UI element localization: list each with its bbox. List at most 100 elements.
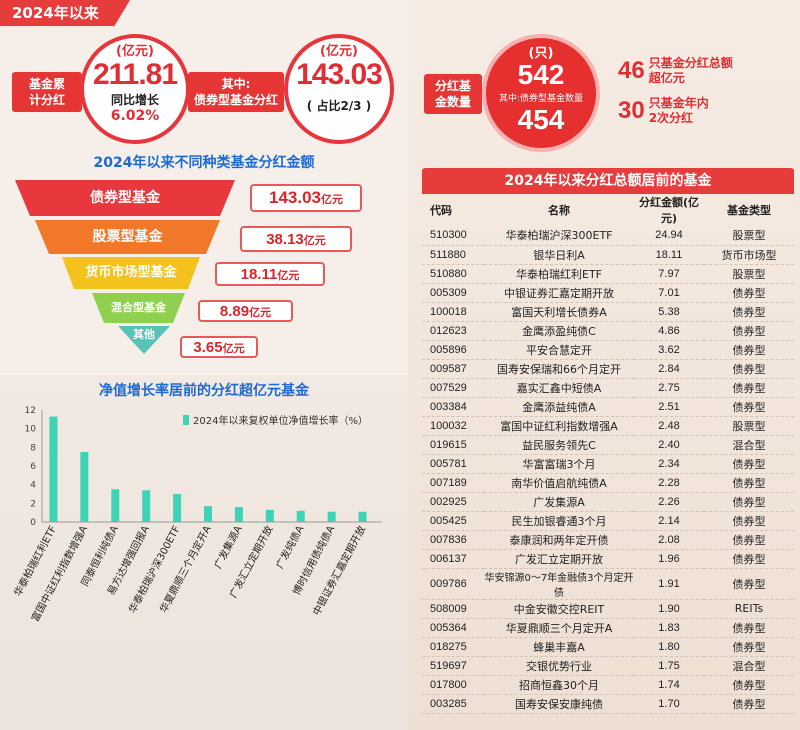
cell-code: 005781 (422, 454, 484, 474)
bar (204, 506, 212, 522)
cell-name: 广发汇立定期开放 (484, 549, 634, 569)
cell-amount: 1.80 (634, 637, 704, 657)
funnel-value-pill: 3.65亿元 (180, 336, 258, 358)
table-row: 002925 广发集源A 2.26 债券型 (422, 492, 794, 512)
table-row: 012623 金鹰添盈纯债C 4.86 债券型 (422, 321, 794, 341)
cell-type: 债券型 (704, 321, 794, 341)
year-tag: 2024年以来 (0, 0, 130, 26)
header-name: 名称 (548, 204, 570, 217)
cell-amount: 1.96 (634, 549, 704, 569)
stat1-text: 只基金分红总额 超亿元 (648, 56, 733, 85)
cell-type: 债券型 (704, 618, 794, 638)
cell-code: 005896 (422, 340, 484, 360)
bond-share: ( 占比2/3 ) (306, 99, 372, 113)
cell-name: 广发集源A (484, 492, 634, 512)
count-circle: (只) 542 其中:债券型基金数量 454 (482, 34, 600, 152)
cell-type: 债券型 (704, 302, 794, 322)
x-tick-label: 广发纯债A (273, 523, 307, 571)
cell-code: 100018 (422, 302, 484, 322)
table-row: 005896 平安合慧定开 3.62 债券型 (422, 340, 794, 360)
cell-amount: 1.90 (634, 599, 704, 619)
header-type: 基金类型 (727, 204, 771, 217)
cell-name: 华安锦源0～7年金融债3个月定开债 (484, 568, 634, 600)
funnel-value: 38.13 (266, 231, 304, 248)
chart-panel-bg (0, 375, 408, 730)
total-growth-label: 同比增长 (110, 93, 159, 107)
cell-code: 009786 (422, 568, 484, 600)
cell-code: 006137 (422, 549, 484, 569)
cell-type: 债券型 (704, 675, 794, 695)
table-row: 005309 中银证券汇嘉定期开放 7.01 债券型 (422, 283, 794, 303)
table-row: 510300 华泰柏瑞沪深300ETF 24.94 股票型 (422, 226, 794, 246)
cell-type: 股票型 (704, 226, 794, 246)
cell-type: 债券型 (704, 492, 794, 512)
cell-code: 002925 (422, 492, 484, 512)
funnel-band: 其他 (118, 326, 170, 354)
cell-name: 富国天利增长债券A (484, 302, 634, 322)
cell-amount: 2.08 (634, 530, 704, 550)
y-tick-label: 10 (25, 425, 37, 435)
cell-code: 005425 (422, 511, 484, 531)
cell-name: 益民服务领先C (484, 435, 634, 455)
stat2-num: 30 (618, 97, 645, 124)
total-label: 基金累 计分红 (12, 72, 82, 112)
bar (142, 490, 151, 522)
cell-amount: 2.34 (634, 454, 704, 474)
cell-type: 债券型 (704, 283, 794, 303)
cell-name: 华夏鼎顺三个月定开A (484, 618, 634, 638)
bond-label: 其中: 债券型基金分红 (188, 72, 284, 112)
cell-code: 018275 (422, 637, 484, 657)
cell-type: 债券型 (704, 511, 794, 531)
bar (80, 452, 89, 522)
cell-amount: 18.11 (634, 245, 704, 265)
funnel-value: 3.65 (193, 339, 223, 356)
y-tick-label: 4 (30, 481, 36, 491)
cell-amount: 4.86 (634, 321, 704, 341)
cell-name: 蜂巢丰嘉A (484, 637, 634, 657)
total-growth: 6.02% (110, 108, 160, 124)
count-value: 542 (517, 59, 565, 90)
funnel-unit: 亿元 (303, 234, 326, 247)
funnel-band: 混合型基金 (92, 293, 185, 323)
cell-amount: 24.94 (634, 226, 704, 246)
cell-code: 100032 (422, 416, 484, 436)
cell-name: 招商恒鑫30个月 (484, 675, 634, 695)
cell-code: 510300 (422, 226, 484, 246)
cell-name: 华泰柏瑞沪深300ETF (484, 226, 634, 246)
funnel-unit: 亿元 (222, 342, 245, 355)
table-row: 003285 国寿安保安康纯债 1.70 债券型 (422, 694, 794, 714)
bar (173, 494, 182, 522)
bar (49, 416, 58, 522)
cell-code: 511880 (422, 245, 484, 265)
cell-amount: 2.48 (634, 416, 704, 436)
table-row: 007836 泰康润和两年定开债 2.08 债券型 (422, 530, 794, 550)
y-tick-label: 6 (30, 462, 36, 472)
cell-code: 009587 (422, 359, 484, 379)
funnel-value: 18.11 (240, 266, 278, 283)
table-row: 100018 富国天利增长债券A 5.38 债券型 (422, 302, 794, 322)
table-row: 017800 招商恒鑫30个月 1.74 债券型 (422, 675, 794, 695)
cell-name: 华富富瑞3个月 (484, 454, 634, 474)
cell-amount: 2.26 (634, 492, 704, 512)
count-label: 分红基 金数量 (424, 74, 482, 114)
cell-type: 债券型 (704, 473, 794, 493)
cell-type: 股票型 (704, 264, 794, 284)
bar-chart: 0246810122024年以来复权单位净值增长率（%）华泰柏瑞红利ETF富国中… (11, 406, 382, 624)
cell-code: 007836 (422, 530, 484, 550)
table-header-row: 代码 名称 分红金额(亿元) 基金类型 (422, 194, 794, 226)
cell-type: 债券型 (704, 397, 794, 417)
cell-type: REITs (704, 599, 794, 619)
table-row: 018275 蜂巢丰嘉A 1.80 债券型 (422, 637, 794, 657)
cell-type: 股票型 (704, 416, 794, 436)
cell-type: 混合型 (704, 656, 794, 676)
cell-name: 国寿安保安康纯债 (484, 694, 634, 714)
table-row: 009786 华安锦源0～7年金融债3个月定开债 1.91 债券型 (422, 568, 794, 600)
cell-type: 债券型 (704, 340, 794, 360)
cell-code: 007189 (422, 473, 484, 493)
cell-type: 债券型 (704, 637, 794, 657)
table-row: 508009 中金安徽交控REIT 1.90 REITs (422, 599, 794, 619)
bar (296, 510, 305, 522)
funnel-title: 2024年以来不同种类基金分红金额 (93, 155, 315, 171)
y-tick-label: 8 (30, 443, 36, 453)
bond-circle: (亿元) 143.03 ( 占比2/3 ) (284, 34, 394, 144)
